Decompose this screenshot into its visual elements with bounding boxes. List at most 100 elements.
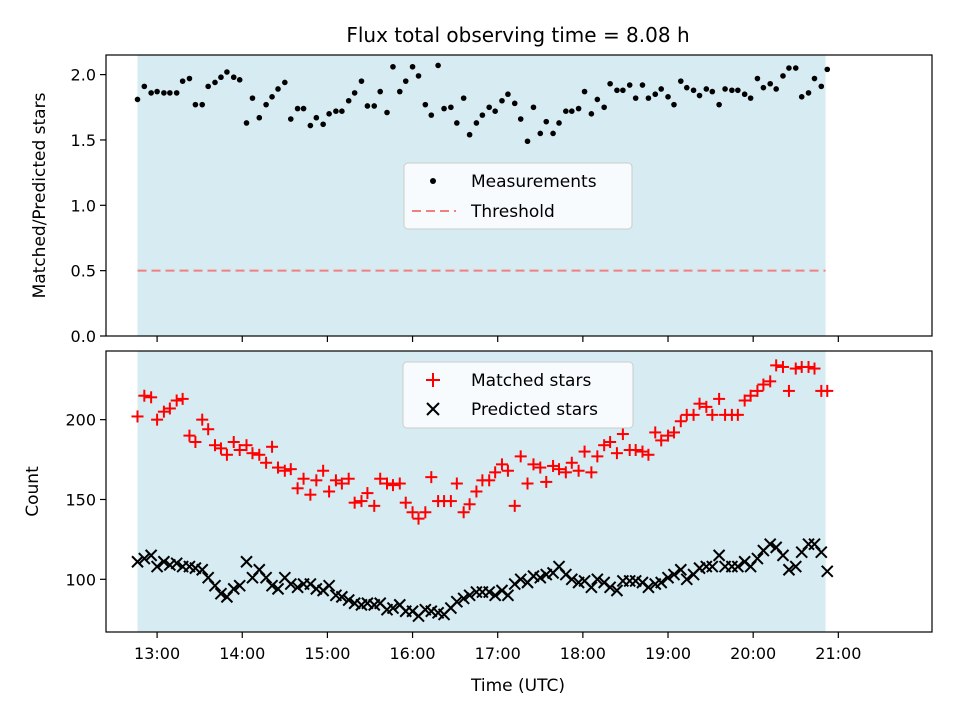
predicted-star-point (240, 555, 253, 568)
predicted-star-point (450, 595, 464, 608)
matched-star-point (483, 474, 496, 487)
predicted-star-point (131, 555, 144, 568)
matched-star-point (776, 360, 789, 373)
top-panel: 0.00.51.01.52.0 Matched/Predicted stars … (30, 54, 933, 346)
legend-predicted-marker (426, 402, 440, 416)
matched-star-point (457, 506, 470, 519)
predicted-star-point (789, 560, 802, 573)
matched-star-point (495, 458, 508, 471)
matched-star-point (808, 362, 821, 375)
measurement-point (300, 105, 307, 112)
measurement-point (741, 91, 748, 98)
measurement-point (294, 105, 301, 112)
top-x-ticks (156, 336, 839, 342)
matched-star-point (642, 448, 655, 461)
matched-star-point (342, 472, 355, 485)
measurement-point (199, 101, 206, 108)
matched-star-point (189, 436, 202, 449)
matched-star-point (335, 477, 348, 490)
matched-star-point (291, 482, 304, 495)
measurement-point (473, 120, 480, 126)
predicted-star-point (284, 577, 297, 591)
top-legend: Measurements Threshold (403, 162, 633, 230)
measurement-point (683, 84, 690, 91)
measurement-point (492, 108, 498, 114)
predicted-star-point (482, 585, 496, 599)
matched-star-point (131, 410, 144, 423)
matched-star-point (501, 464, 514, 477)
predicted-star-point (196, 563, 209, 576)
predicted-star-point (591, 573, 604, 586)
predicted-star-point (821, 565, 834, 578)
predicted-star-point (680, 573, 693, 586)
predicted-star-point (463, 589, 476, 602)
matched-star-point (463, 498, 476, 511)
predicted-star-point (642, 581, 655, 594)
matched-star-point (304, 488, 317, 501)
measurement-point (652, 91, 659, 98)
measurement-point (780, 73, 786, 79)
y-tick-label: 0.0 (71, 327, 96, 346)
bottom-x-axis-label: Time (UTC) (470, 676, 565, 696)
matched-star-point (821, 384, 834, 397)
matched-star-point (170, 394, 183, 407)
x-tick-label: 20:00 (730, 644, 776, 663)
matched-star-point (297, 472, 310, 485)
matched-star-point (272, 461, 285, 474)
measurement-point (320, 121, 326, 128)
predicted-star-point (667, 568, 681, 581)
measurement-point (620, 87, 626, 94)
measurement-point (632, 95, 639, 101)
measurement-point (767, 80, 774, 87)
figure-title: Flux total observing time = 8.08 h (346, 23, 689, 47)
measurement-point (614, 87, 620, 94)
measurement-point (448, 104, 454, 111)
measurement-point (269, 94, 275, 100)
matched-star-point (278, 464, 291, 477)
predicted-star-point (565, 573, 579, 586)
predicted-star-point (488, 589, 502, 602)
bottom-x-ticks: 13:00 14:00 15:00 16:00 17:00 18:00 19:00 20:00… (134, 632, 861, 663)
measurement-point (639, 82, 646, 88)
measurement-point (556, 120, 562, 126)
top-legend-box (403, 162, 633, 230)
matched-star-point (386, 479, 399, 492)
measurement-point (575, 105, 582, 112)
predicted-stars-points (131, 537, 834, 623)
matched-star-point (713, 392, 726, 405)
measurement-point (818, 83, 825, 90)
matched-star-point (145, 391, 158, 404)
measurement-point (396, 88, 403, 95)
matched-star-point (419, 506, 432, 519)
matched-star-point (399, 496, 412, 509)
bottom-legend: Matched stars Predicted stars (402, 361, 634, 429)
measurement-point (351, 90, 358, 96)
predicted-star-point (265, 579, 279, 592)
measurement-point (441, 105, 447, 112)
legend-measurements-label: Measurements (471, 172, 597, 192)
predicted-star-point (335, 590, 349, 604)
measurements-points (134, 62, 831, 145)
matched-star-point (770, 359, 783, 372)
x-tick-label: 13:00 (134, 644, 180, 663)
x-tick-label: 21:00 (815, 644, 861, 663)
predicted-star-point (501, 589, 515, 602)
matched-star-point (508, 499, 521, 512)
bottom-legend-box (402, 361, 634, 429)
matched-star-point (240, 439, 253, 452)
measurement-point (377, 88, 383, 95)
bottom-y-ticks: 100 150 200 (65, 411, 106, 589)
matched-star-point (559, 466, 572, 479)
measurement-point (486, 104, 492, 111)
measurement-point (263, 101, 269, 108)
predicted-star-point (227, 582, 240, 596)
matched-star-point (667, 426, 680, 439)
matched-star-point (202, 423, 215, 436)
predicted-star-point (776, 549, 790, 562)
measurement-point (326, 111, 332, 117)
matched-star-point (802, 360, 815, 373)
measurement-point (186, 75, 193, 82)
measurement-point (690, 87, 697, 94)
matched-star-point (233, 443, 246, 456)
